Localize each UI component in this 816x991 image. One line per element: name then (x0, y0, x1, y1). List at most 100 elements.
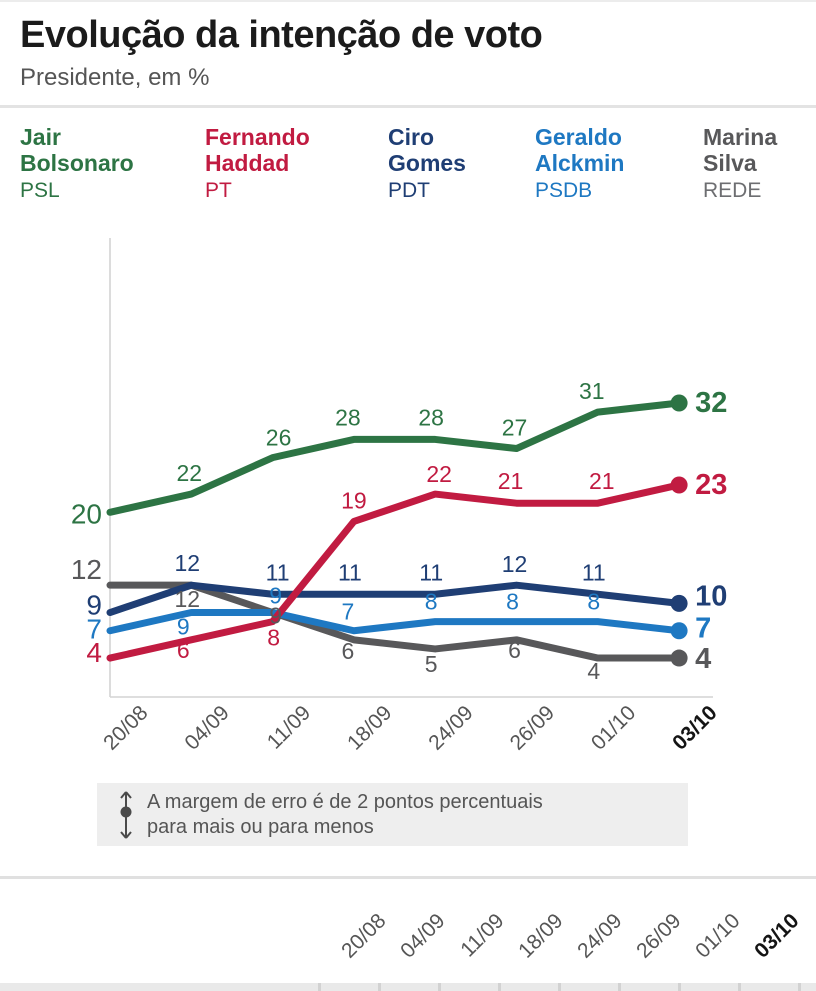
series-endpoint-marina (670, 649, 688, 667)
value-label-alckmin: 8 (587, 589, 600, 615)
column-separator (378, 983, 381, 991)
value-label-ciro: 12 (502, 551, 528, 577)
value-label-marina: 6 (508, 637, 521, 663)
next-chart-date-label: 20/08 (337, 909, 390, 962)
legend-item-marina: Marina Silva REDE (703, 124, 816, 203)
value-label-haddad: 21 (589, 468, 615, 494)
series-endpoint-ciro (670, 594, 688, 612)
candidate-party: REDE (703, 179, 762, 202)
value-label-ciro: 11 (582, 559, 606, 585)
value-label-ciro: 10 (695, 580, 727, 612)
next-chart-date-label: 24/09 (573, 909, 626, 962)
x-tick-label: 26/09 (506, 701, 559, 754)
value-label-haddad: 4 (86, 637, 102, 668)
value-label-alckmin: 9 (177, 614, 190, 640)
candidate-party: PT (205, 179, 232, 202)
column-separator (438, 983, 441, 991)
value-label-ciro: 12 (175, 550, 201, 576)
value-label-ciro: 11 (419, 559, 443, 585)
value-label-ciro: 9 (86, 590, 102, 621)
x-tick-label: 18/09 (343, 701, 396, 754)
value-label-marina: 12 (175, 586, 201, 612)
value-label-ciro: 11 (266, 559, 290, 585)
x-tick-label: 03/10 (668, 701, 721, 754)
value-label-bolsonaro: 20 (71, 498, 102, 529)
value-label-bolsonaro: 31 (579, 378, 605, 404)
column-separator (558, 983, 561, 991)
next-chart-date-label: 11/09 (456, 909, 508, 961)
x-tick-label: 11/09 (263, 701, 315, 753)
next-chart-date-label: 18/09 (514, 909, 567, 962)
value-label-alckmin: 7 (86, 614, 102, 645)
value-label-haddad: 22 (426, 461, 452, 487)
value-label-bolsonaro: 27 (502, 415, 528, 441)
value-label-haddad: 23 (695, 469, 727, 501)
error-note-text: A margem de erro é de 2 pontos percentua… (147, 790, 543, 840)
next-chart-date-label: 03/10 (750, 909, 803, 962)
value-label-marina: 5 (425, 651, 438, 677)
value-label-haddad: 6 (177, 637, 190, 663)
candidate-name: Marina Silva (703, 124, 778, 176)
legend: Jair Bolsonaro PSL Fernando Haddad PT Ciro Gome… (0, 124, 816, 214)
value-label-alckmin: 7 (695, 613, 711, 645)
candidate-name: Geraldo Alckmin (535, 124, 625, 176)
value-label-haddad: 19 (341, 487, 367, 513)
page-title: Evolução da intenção de voto (20, 14, 543, 56)
column-separator (678, 983, 681, 991)
next-chart-date-label: 04/09 (396, 909, 449, 962)
value-label-ciro: 11 (338, 559, 362, 585)
error-note-line2: para mais ou para menos (147, 816, 374, 838)
legend-item-alckmin: Geraldo Alckmin PSDB (535, 124, 695, 203)
value-label-marina: 4 (587, 658, 600, 684)
top-rule (0, 0, 816, 2)
section-divider (0, 876, 816, 879)
value-label-bolsonaro: 26 (266, 425, 292, 451)
value-label-bolsonaro: 32 (695, 387, 727, 419)
candidate-party: PDT (388, 179, 430, 202)
next-chart-date-label: 01/10 (691, 909, 744, 962)
series-line-haddad (106, 481, 683, 662)
value-label-bolsonaro: 22 (177, 460, 203, 486)
legend-item-haddad: Fernando Haddad PT (205, 124, 365, 203)
next-chart-top-band (0, 983, 816, 991)
series-line-bolsonaro (106, 399, 683, 516)
value-label-alckmin: 8 (506, 589, 519, 615)
candidate-party: PSL (20, 179, 60, 202)
value-label-marina: 9 (269, 603, 282, 629)
column-separator (738, 983, 741, 991)
column-separator (318, 983, 321, 991)
value-label-alckmin: 7 (342, 599, 355, 625)
value-label-bolsonaro: 28 (418, 404, 444, 430)
error-margin-note: A margem de erro é de 2 pontos percentua… (97, 783, 688, 846)
series-endpoint-alckmin (670, 622, 688, 640)
value-label-marina: 12 (71, 554, 102, 585)
series-endpoint-haddad (670, 476, 688, 494)
x-tick-label: 01/10 (587, 701, 640, 754)
legend-item-bolsonaro: Jair Bolsonaro PSL (20, 124, 180, 203)
value-label-alckmin: 8 (425, 589, 438, 615)
column-separator (618, 983, 621, 991)
value-label-haddad: 21 (498, 468, 524, 494)
candidate-party: PSDB (535, 179, 593, 202)
series-endpoint-bolsonaro (670, 394, 688, 412)
value-label-marina: 6 (342, 638, 355, 664)
error-note-line1: A margem de erro é de 2 pontos percentua… (147, 791, 543, 813)
series-line-ciro (106, 581, 683, 617)
error-margin-icon (120, 791, 132, 839)
candidate-name: Ciro Gomes (388, 124, 466, 176)
candidate-name: Fernando Haddad (205, 124, 310, 176)
next-chart-date-header: 20/08 04/09 11/09 18/09 24/09 26/09 01/10 03/10 (337, 909, 803, 962)
legend-item-ciro: Ciro Gomes PDT (388, 124, 548, 203)
value-label-alckmin: 9 (269, 583, 282, 609)
column-separator (498, 983, 501, 991)
page-subtitle: Presidente, em % (20, 64, 210, 91)
series-line-alckmin (106, 609, 683, 635)
header-divider (0, 105, 816, 108)
candidate-name: Jair Bolsonaro (20, 124, 134, 176)
column-separator (798, 983, 801, 991)
value-label-bolsonaro: 28 (335, 404, 361, 430)
x-tick-label: 04/09 (180, 701, 233, 754)
x-tick-label: 24/09 (424, 701, 477, 754)
